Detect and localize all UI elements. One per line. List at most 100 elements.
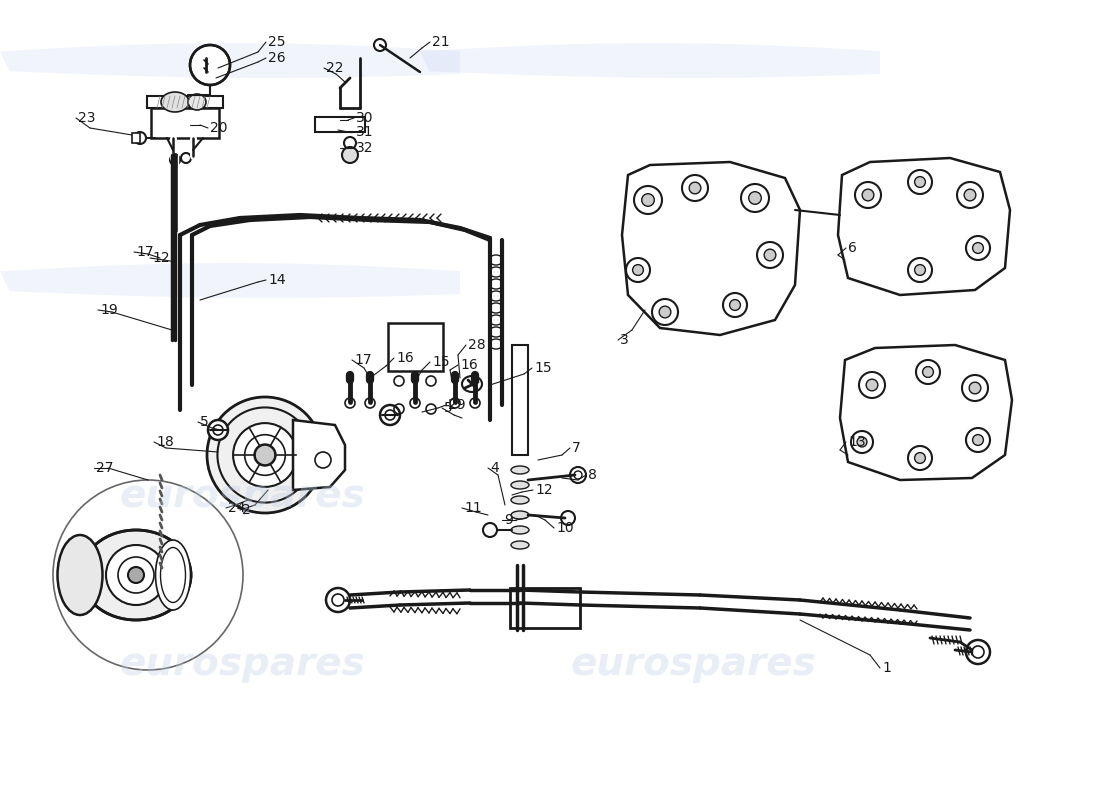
Circle shape xyxy=(682,175,708,201)
Ellipse shape xyxy=(512,496,529,504)
Text: 19: 19 xyxy=(100,303,118,317)
Circle shape xyxy=(233,423,297,487)
Circle shape xyxy=(106,545,166,605)
Text: 3: 3 xyxy=(620,333,629,347)
Text: 25: 25 xyxy=(268,35,286,49)
Text: 30: 30 xyxy=(356,111,374,125)
Circle shape xyxy=(855,182,881,208)
Circle shape xyxy=(170,155,180,165)
Circle shape xyxy=(344,137,356,149)
Polygon shape xyxy=(621,162,800,335)
Text: 15: 15 xyxy=(534,361,551,375)
Circle shape xyxy=(470,398,480,408)
Text: 23: 23 xyxy=(78,111,96,125)
Text: 12: 12 xyxy=(535,483,552,497)
Circle shape xyxy=(962,375,988,401)
Circle shape xyxy=(345,398,355,408)
Circle shape xyxy=(966,640,990,664)
Text: 18: 18 xyxy=(156,435,174,449)
Text: 5: 5 xyxy=(444,401,453,415)
Circle shape xyxy=(689,182,701,194)
Text: 16: 16 xyxy=(460,358,477,372)
Circle shape xyxy=(659,306,671,318)
Text: 20: 20 xyxy=(210,121,228,135)
Circle shape xyxy=(908,170,932,194)
Circle shape xyxy=(972,242,983,254)
Circle shape xyxy=(483,523,497,537)
Circle shape xyxy=(969,382,981,394)
Circle shape xyxy=(379,405,400,425)
Circle shape xyxy=(134,132,146,144)
Circle shape xyxy=(190,45,230,85)
Circle shape xyxy=(857,437,867,447)
Text: 6: 6 xyxy=(848,241,857,255)
Circle shape xyxy=(723,293,747,317)
Circle shape xyxy=(254,445,275,466)
Ellipse shape xyxy=(512,541,529,549)
Circle shape xyxy=(741,184,769,212)
Text: 27: 27 xyxy=(96,461,113,475)
Circle shape xyxy=(851,431,873,453)
Circle shape xyxy=(914,453,925,463)
Text: 5: 5 xyxy=(200,415,209,429)
Text: 1: 1 xyxy=(882,661,891,675)
Circle shape xyxy=(374,39,386,51)
Ellipse shape xyxy=(57,535,102,615)
Circle shape xyxy=(749,192,761,204)
Circle shape xyxy=(182,153,191,163)
Circle shape xyxy=(342,147,358,163)
Circle shape xyxy=(207,397,323,513)
Text: eurospares: eurospares xyxy=(119,477,365,515)
Bar xyxy=(510,588,580,628)
Text: 26: 26 xyxy=(268,51,286,65)
Text: 15: 15 xyxy=(432,355,450,369)
Text: 2: 2 xyxy=(242,503,251,517)
Text: 22: 22 xyxy=(326,61,343,75)
Ellipse shape xyxy=(161,92,189,112)
Circle shape xyxy=(315,452,331,468)
Ellipse shape xyxy=(155,540,190,610)
Ellipse shape xyxy=(512,481,529,489)
Circle shape xyxy=(632,265,644,275)
Polygon shape xyxy=(840,345,1012,480)
Circle shape xyxy=(757,242,783,268)
Bar xyxy=(387,323,442,371)
Text: 24: 24 xyxy=(228,501,245,515)
Circle shape xyxy=(964,189,976,201)
Polygon shape xyxy=(151,108,219,138)
Text: 17: 17 xyxy=(136,245,154,259)
Circle shape xyxy=(914,177,925,187)
Ellipse shape xyxy=(512,511,529,519)
Text: eurospares: eurospares xyxy=(570,645,816,683)
Circle shape xyxy=(729,300,740,310)
Circle shape xyxy=(908,446,932,470)
Ellipse shape xyxy=(512,526,529,534)
Text: 7: 7 xyxy=(572,441,581,455)
Text: 4: 4 xyxy=(490,461,498,475)
Circle shape xyxy=(972,434,983,446)
Ellipse shape xyxy=(81,530,191,620)
Text: 11: 11 xyxy=(464,501,482,515)
Bar xyxy=(512,345,528,455)
Circle shape xyxy=(908,258,932,282)
Circle shape xyxy=(365,398,375,408)
Circle shape xyxy=(570,467,586,483)
Circle shape xyxy=(957,182,983,208)
Circle shape xyxy=(914,265,925,275)
Circle shape xyxy=(450,398,460,408)
Circle shape xyxy=(916,360,940,384)
Circle shape xyxy=(326,588,350,612)
Text: 13: 13 xyxy=(848,435,866,449)
Circle shape xyxy=(966,428,990,452)
Bar xyxy=(315,117,365,132)
Circle shape xyxy=(410,398,420,408)
Polygon shape xyxy=(293,420,345,490)
Circle shape xyxy=(652,299,678,325)
Polygon shape xyxy=(838,158,1010,295)
Text: 17: 17 xyxy=(354,353,372,367)
Text: 12: 12 xyxy=(152,251,169,265)
Text: 16: 16 xyxy=(396,351,414,365)
Text: 9: 9 xyxy=(504,513,513,527)
Circle shape xyxy=(626,258,650,282)
Circle shape xyxy=(561,511,575,525)
